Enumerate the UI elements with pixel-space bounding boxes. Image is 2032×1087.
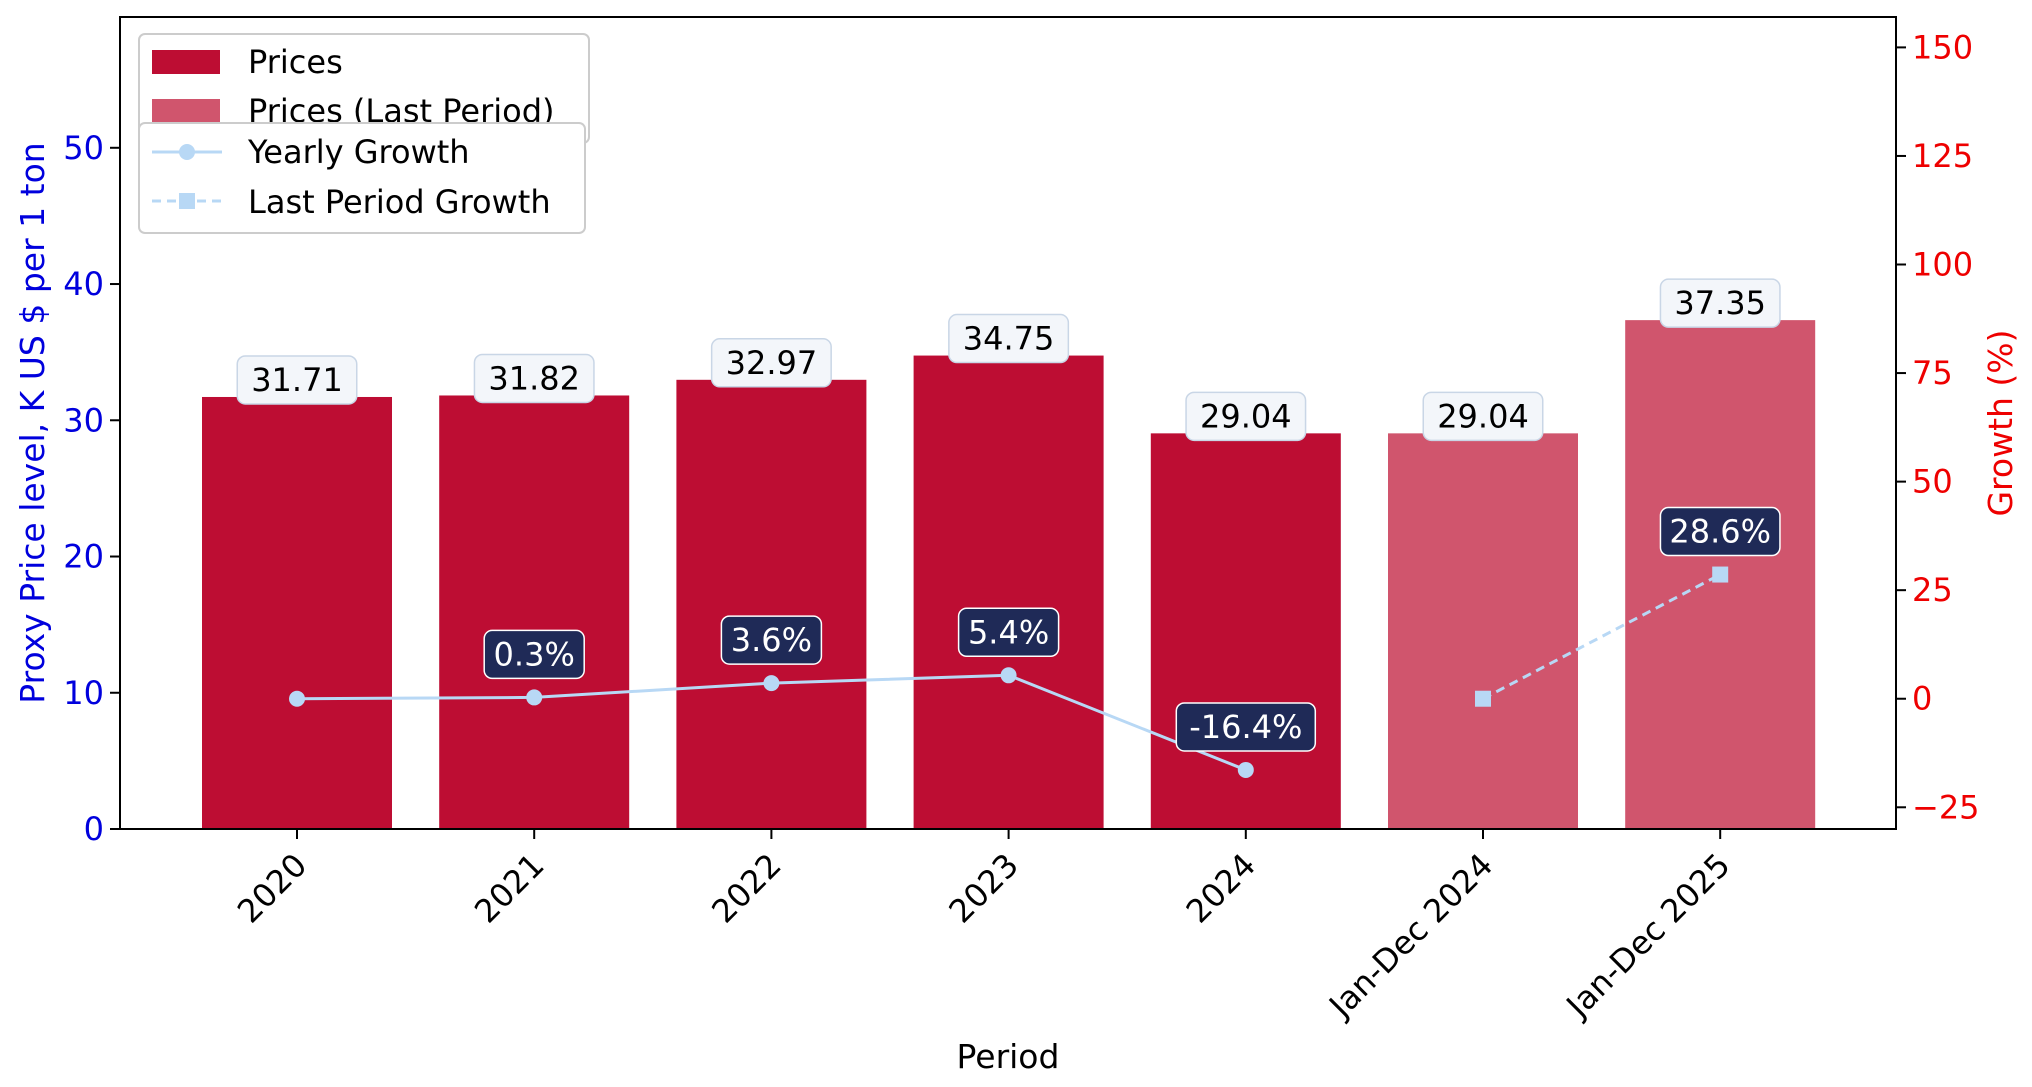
bar-jan-dec-2024 [1388, 433, 1578, 829]
x-tick-label-jan-dec-2024: Jan-Dec 2024 [1320, 846, 1500, 1026]
growth-label-2021: 0.3% [483, 629, 585, 680]
growth-point-2023 [1000, 667, 1017, 684]
legend-swatch-prices-last-period [152, 99, 220, 123]
bar-value-label-2021: 31.82 [473, 353, 595, 404]
bar-value-label-2023: 34.75 [948, 313, 1070, 364]
growth-label-jan-dec-2025: 28.6% [1659, 506, 1781, 557]
x-axis-title: Period [957, 1037, 1060, 1076]
right-y-tick-label: 50 [1912, 463, 1953, 501]
growth-point-jan-dec-2024 [1475, 690, 1491, 707]
growth-label-2022: 3.6% [720, 615, 823, 665]
x-tick-label-2024: 2024 [1179, 846, 1263, 930]
growth-label-2021-text: 0.3% [494, 635, 575, 673]
growth-label-2023: 5.4% [957, 607, 1060, 658]
bar-value-label-2024-box [1185, 391, 1307, 442]
legend-swatch-prices [152, 50, 220, 74]
growth-label-jan-dec-2025-box [1659, 506, 1781, 557]
right-y-tick-label: 75 [1912, 354, 1953, 392]
labels-layer: 31.71 31.82 32.97 34.75 29.04 29.04 37.35 0.3% 3… [236, 278, 1781, 752]
legend-label-last-period-growth: Last Period Growth [248, 183, 551, 221]
legend-label-prices: Prices [248, 43, 343, 81]
bar-value-label-2021-text: 31.82 [488, 359, 580, 397]
right-y-tick-label: 25 [1912, 571, 1953, 609]
bar-value-label-2022: 32.97 [710, 338, 832, 388]
left-y-tick-label: 50 [63, 129, 104, 167]
bar-value-label-jan-dec-2024: 29.04 [1422, 391, 1544, 442]
legend-label-yearly-growth: Yearly Growth [247, 133, 470, 171]
growth-label-2024: -16.4% [1175, 702, 1317, 752]
lines-layer [289, 566, 1729, 778]
legend-marker-yearly-growth [179, 144, 195, 160]
growth-point-jan-dec-2025 [1712, 566, 1729, 583]
x-axis: 2020 2021 2022 2023 2024 Jan-Dec 2024 Jan-Dec … [230, 829, 1738, 1026]
right-y-tick-label: 0 [1912, 680, 1932, 718]
bar-value-label-2024-text: 29.04 [1200, 397, 1292, 435]
bar-value-label-2023-box [948, 313, 1070, 364]
left-y-tick-label: 10 [63, 674, 104, 712]
growth-label-2022-box [720, 615, 823, 665]
growth-point-2020 [289, 690, 305, 707]
bars-layer [202, 320, 1816, 829]
left-y-tick-label: 20 [63, 538, 104, 576]
growth-point-2021 [526, 689, 543, 706]
bar-value-label-2024: 29.04 [1185, 391, 1307, 442]
bar-value-label-2022-text: 32.97 [726, 344, 818, 382]
bar-value-label-2020-box [236, 355, 358, 405]
bar-value-label-2020: 31.71 [236, 355, 358, 405]
growth-label-2023-text: 5.4% [968, 613, 1049, 651]
bar-value-label-jan-dec-2024-text: 29.04 [1437, 397, 1529, 435]
right-y-axis-title: Growth (%) [1981, 329, 2020, 516]
growth-label-jan-dec-2025-text: 28.6% [1669, 513, 1771, 551]
left-y-tick-label: 30 [63, 401, 104, 439]
bar-value-label-2020-text: 31.71 [251, 361, 343, 399]
x-tick-label-2021: 2021 [467, 846, 551, 930]
left-y-tick-label: 0 [84, 810, 104, 848]
growth-label-2021-box [483, 629, 585, 680]
bar-value-label-jan-dec-2025-text: 37.35 [1674, 284, 1766, 322]
right-y-tick-label: 100 [1912, 246, 1973, 284]
bar-value-label-2021-box [473, 353, 595, 404]
legend-marker-last-period-growth [179, 193, 195, 209]
bar-value-label-jan-dec-2025: 37.35 [1659, 278, 1781, 328]
growth-label-2024-box [1175, 702, 1317, 752]
right-y-tick-label: 150 [1912, 28, 1973, 66]
growth-point-2024 [1237, 761, 1254, 778]
x-tick-label-2022: 2022 [704, 846, 788, 930]
growth-label-2023-box [957, 607, 1060, 658]
bar-value-label-jan-dec-2025-box [1659, 278, 1781, 328]
left-y-tick-label: 40 [63, 265, 104, 303]
right-y-axis: −25 0 25 50 75 100 125 150 [1896, 28, 1980, 826]
growth-point-2022 [763, 675, 780, 692]
bar-2022 [676, 379, 867, 829]
bar-2021 [439, 395, 630, 829]
x-tick-label-2023: 2023 [941, 846, 1025, 930]
bar-value-label-2022-box [710, 338, 832, 388]
growth-label-2022-text: 3.6% [731, 621, 812, 659]
x-tick-label-jan-dec-2025: Jan-Dec 2025 [1558, 846, 1738, 1026]
legend-lines: Yearly Growth Last Period Growth [138, 122, 586, 234]
bar-2020 [202, 396, 392, 829]
left-y-axis-title: Proxy Price level, K US $ per 1 ton [13, 142, 52, 703]
right-y-tick-label: 125 [1912, 137, 1973, 175]
bar-2023 [913, 355, 1104, 829]
left-y-axis: 0 10 20 30 40 50 [63, 129, 120, 848]
x-tick-label-2020: 2020 [230, 846, 314, 930]
growth-label-2024-text: -16.4% [1189, 708, 1302, 746]
legend-lines-frame [138, 122, 586, 234]
bar-value-label-jan-dec-2024-box [1422, 391, 1544, 442]
bar-value-label-2023-text: 34.75 [963, 320, 1055, 358]
right-y-tick-label: −25 [1912, 788, 1980, 826]
